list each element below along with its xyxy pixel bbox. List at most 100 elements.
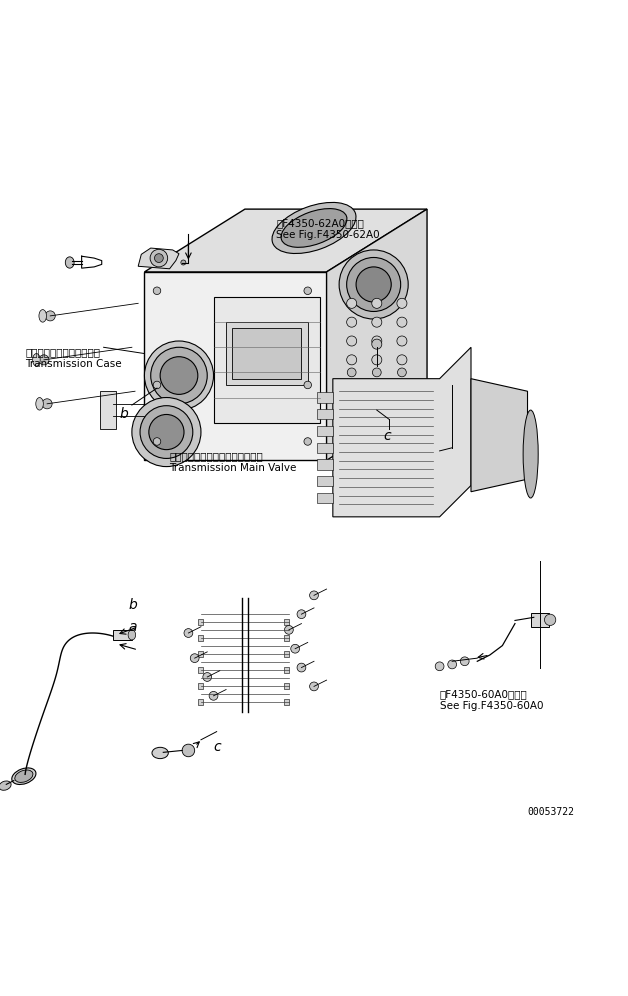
Ellipse shape [0, 781, 11, 790]
Polygon shape [214, 297, 320, 422]
Ellipse shape [372, 368, 381, 376]
Ellipse shape [304, 437, 311, 445]
Bar [317, 459, 333, 469]
Polygon shape [144, 209, 427, 272]
Ellipse shape [154, 254, 163, 263]
Bar [317, 409, 333, 419]
Ellipse shape [152, 747, 168, 759]
Ellipse shape [45, 311, 55, 321]
Ellipse shape [151, 348, 207, 403]
Bar [284, 620, 289, 625]
Text: トランスミッションケース
Transmission Case: トランスミッションケース Transmission Case [25, 348, 122, 369]
Bar [317, 476, 333, 486]
Polygon shape [138, 248, 179, 269]
Ellipse shape [435, 662, 444, 670]
Ellipse shape [153, 437, 161, 445]
Text: b: b [119, 407, 128, 421]
Bar [100, 391, 116, 429]
Bar [531, 613, 550, 626]
Ellipse shape [523, 410, 538, 498]
Bar [317, 493, 333, 503]
Ellipse shape [272, 202, 356, 254]
Ellipse shape [304, 287, 311, 295]
Bar [317, 426, 333, 436]
Ellipse shape [347, 258, 401, 312]
Ellipse shape [460, 657, 469, 665]
Bar [317, 443, 333, 453]
Ellipse shape [291, 644, 300, 653]
Ellipse shape [184, 628, 193, 637]
Ellipse shape [140, 405, 193, 458]
Text: c: c [214, 740, 221, 754]
Ellipse shape [544, 615, 556, 625]
Ellipse shape [397, 317, 407, 327]
Text: 00053722: 00053722 [528, 807, 575, 817]
Text: c: c [383, 429, 391, 443]
Ellipse shape [15, 770, 33, 783]
Bar [284, 667, 289, 673]
Ellipse shape [42, 398, 52, 408]
Ellipse shape [190, 653, 199, 662]
Ellipse shape [181, 260, 186, 265]
Ellipse shape [182, 744, 195, 757]
Text: トランスミッションメインバルブ
Transmission Main Valve: トランスミッションメインバルブ Transmission Main Valve [170, 451, 297, 472]
Ellipse shape [310, 591, 318, 600]
Text: a: a [129, 621, 138, 634]
Ellipse shape [36, 397, 43, 410]
Ellipse shape [304, 381, 311, 388]
Bar [198, 620, 203, 625]
Ellipse shape [149, 414, 184, 449]
Ellipse shape [356, 267, 391, 302]
Ellipse shape [372, 317, 382, 327]
Ellipse shape [397, 336, 407, 346]
Polygon shape [333, 348, 471, 517]
Ellipse shape [144, 341, 214, 410]
Polygon shape [144, 272, 327, 460]
Bar [113, 629, 132, 639]
Ellipse shape [39, 355, 49, 365]
Ellipse shape [372, 298, 382, 309]
Ellipse shape [397, 298, 407, 309]
Bar [317, 392, 333, 402]
Polygon shape [327, 209, 427, 460]
Ellipse shape [448, 660, 457, 669]
Ellipse shape [284, 625, 293, 634]
Ellipse shape [132, 397, 201, 466]
Ellipse shape [372, 336, 382, 346]
Bar [232, 329, 301, 378]
Bar [284, 699, 289, 705]
Ellipse shape [297, 610, 306, 619]
Bar [198, 651, 203, 657]
Ellipse shape [150, 249, 168, 267]
Text: 第F4350-60A0図参照
See Fig.F4350-60A0: 第F4350-60A0図参照 See Fig.F4350-60A0 [440, 689, 543, 711]
Bar [284, 635, 289, 641]
Bar [198, 667, 203, 673]
Ellipse shape [397, 355, 407, 365]
Polygon shape [471, 378, 528, 492]
Ellipse shape [347, 336, 357, 346]
Ellipse shape [33, 354, 40, 367]
Ellipse shape [398, 368, 406, 376]
Ellipse shape [297, 663, 306, 672]
Bar [198, 635, 203, 641]
Bar [198, 683, 203, 689]
Ellipse shape [128, 629, 136, 639]
Ellipse shape [153, 381, 161, 388]
Ellipse shape [65, 257, 74, 268]
Ellipse shape [347, 317, 357, 327]
Text: b: b [129, 599, 138, 613]
Ellipse shape [203, 672, 212, 681]
Ellipse shape [347, 368, 356, 376]
Ellipse shape [281, 208, 347, 247]
Text: 第F4350-62A0図参照
See Fig.F4350-62A0: 第F4350-62A0図参照 See Fig.F4350-62A0 [276, 218, 380, 240]
Ellipse shape [153, 287, 161, 295]
Ellipse shape [347, 355, 357, 365]
Ellipse shape [310, 682, 318, 691]
Ellipse shape [372, 355, 382, 365]
Bar [226, 322, 308, 385]
Ellipse shape [339, 250, 408, 319]
Ellipse shape [160, 357, 198, 394]
Bar [198, 699, 203, 705]
Ellipse shape [39, 310, 46, 322]
Ellipse shape [12, 768, 36, 785]
